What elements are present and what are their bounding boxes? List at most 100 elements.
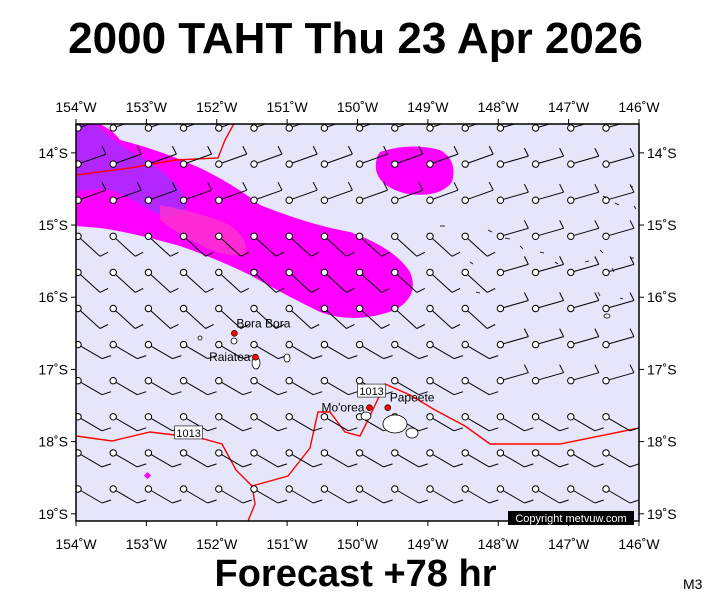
- copyright-box: [508, 511, 634, 525]
- wind-barb: [355, 304, 390, 329]
- lon-tick-label-bottom: 149˚W: [407, 536, 449, 552]
- wind-barb: [567, 292, 600, 313]
- place-label: Bora Bora: [236, 316, 290, 330]
- wind-barb: [179, 124, 197, 132]
- huahine-island: [283, 353, 291, 363]
- wind-barb: [285, 449, 323, 468]
- wind-barb: [531, 413, 569, 432]
- wind-barb: [179, 145, 213, 168]
- wind-barb: [215, 413, 252, 432]
- lat-tick-label-right: 14˚S: [647, 145, 677, 161]
- wind-barb: [76, 449, 112, 468]
- wind-barb: [602, 328, 635, 349]
- wind-barb: [567, 124, 587, 132]
- wind-barb: [567, 147, 600, 168]
- lon-tick-label-top: 149˚W: [407, 99, 449, 115]
- wind-barb: [285, 145, 318, 168]
- wind-barb: [320, 340, 358, 360]
- wind-barb: [250, 304, 285, 329]
- place-label: Raiatea: [209, 350, 251, 364]
- wind-barb: [76, 232, 109, 257]
- lon-tick-label-bottom: 146˚W: [618, 536, 660, 552]
- isobar-label: 1013: [176, 428, 200, 440]
- wind-barb: [179, 449, 217, 468]
- wind-barb: [602, 364, 635, 385]
- wind-barb: [215, 449, 252, 468]
- wind-barb: [76, 304, 109, 329]
- islands: [197, 313, 611, 439]
- wind-barb: [320, 145, 353, 168]
- wind-barb: [109, 124, 126, 132]
- wind-barb: [531, 147, 565, 168]
- wind-barb: [179, 377, 217, 396]
- tahiti-island: [382, 414, 408, 434]
- place-marker: [252, 353, 259, 361]
- wind-barb: [144, 268, 179, 293]
- wind-barb: [391, 340, 428, 360]
- wind-barb: [461, 413, 499, 432]
- wind-barb: [426, 181, 459, 204]
- maupiti-island: [197, 335, 203, 341]
- wind-barb: [531, 183, 565, 204]
- lon-tick-label-bottom: 148˚W: [478, 536, 520, 552]
- wind-barb: [285, 485, 323, 504]
- wind-barb: [144, 449, 182, 468]
- wind-barb: [355, 181, 389, 204]
- wind-barb: [496, 485, 534, 504]
- forecast-label: Forecast +78 hr: [214, 553, 497, 595]
- isobar-label: 1013: [359, 386, 383, 398]
- wind-barb: [355, 485, 393, 504]
- wind-barb: [215, 377, 252, 396]
- wind-barb: [391, 124, 408, 132]
- wind-barb: [602, 124, 622, 132]
- wind-barb: [355, 124, 373, 132]
- wind-barb: [461, 181, 494, 204]
- wind-barb: [109, 304, 144, 329]
- wind-barb: [109, 485, 147, 504]
- wind-barb: [320, 268, 355, 293]
- wind-barb: [461, 232, 496, 257]
- wind-barb: [531, 485, 569, 504]
- wind-barb: [320, 232, 355, 257]
- isobar-label-box: [174, 425, 203, 440]
- lat-tick-label-left: 14˚S: [38, 145, 68, 161]
- wind-barb: [567, 256, 600, 277]
- wind-barb: [496, 147, 529, 168]
- wind-barb: [461, 145, 494, 168]
- wind-barb: [391, 232, 426, 257]
- lat-tick-label-left: 19˚S: [38, 506, 68, 522]
- lat-tick-label-left: 17˚S: [38, 361, 68, 377]
- wind-barb: [426, 340, 464, 360]
- wind-barb: [285, 304, 320, 329]
- wind-barb: [602, 183, 635, 204]
- wind-barb: [531, 364, 565, 385]
- wind-barb: [426, 268, 461, 293]
- wind-barb: [179, 268, 214, 293]
- wind-barb: [144, 124, 162, 132]
- lon-tick-label-top: 152˚W: [196, 99, 238, 115]
- wind-barb: [285, 268, 320, 293]
- wind-barb: [250, 485, 288, 504]
- wind-barb: [496, 220, 529, 241]
- wind-barb: [109, 268, 144, 293]
- wind-barb: [531, 449, 569, 468]
- wind-barb: [567, 328, 600, 349]
- wind-barb: [76, 124, 91, 132]
- wind-barb: [109, 145, 142, 168]
- chart-title: 2000 TAHT Thu 23 Apr 2026: [68, 14, 643, 63]
- wind-barb: [250, 124, 267, 132]
- wind-barb: [215, 232, 250, 257]
- wind-barb: [567, 449, 604, 468]
- lon-tick-label-bottom: 152˚W: [196, 536, 238, 552]
- wind-barb: [76, 377, 112, 396]
- wind-barb: [144, 181, 177, 204]
- wind-barb: [461, 449, 499, 468]
- wind-barb: [426, 304, 461, 329]
- lon-tick-label-top: 146˚W: [618, 99, 660, 115]
- wind-barb: [567, 220, 600, 241]
- wind-barb: [496, 183, 529, 204]
- wind-barb: [320, 377, 358, 396]
- wind-barb: [320, 485, 358, 504]
- lat-tick-label-right: 18˚S: [647, 434, 677, 450]
